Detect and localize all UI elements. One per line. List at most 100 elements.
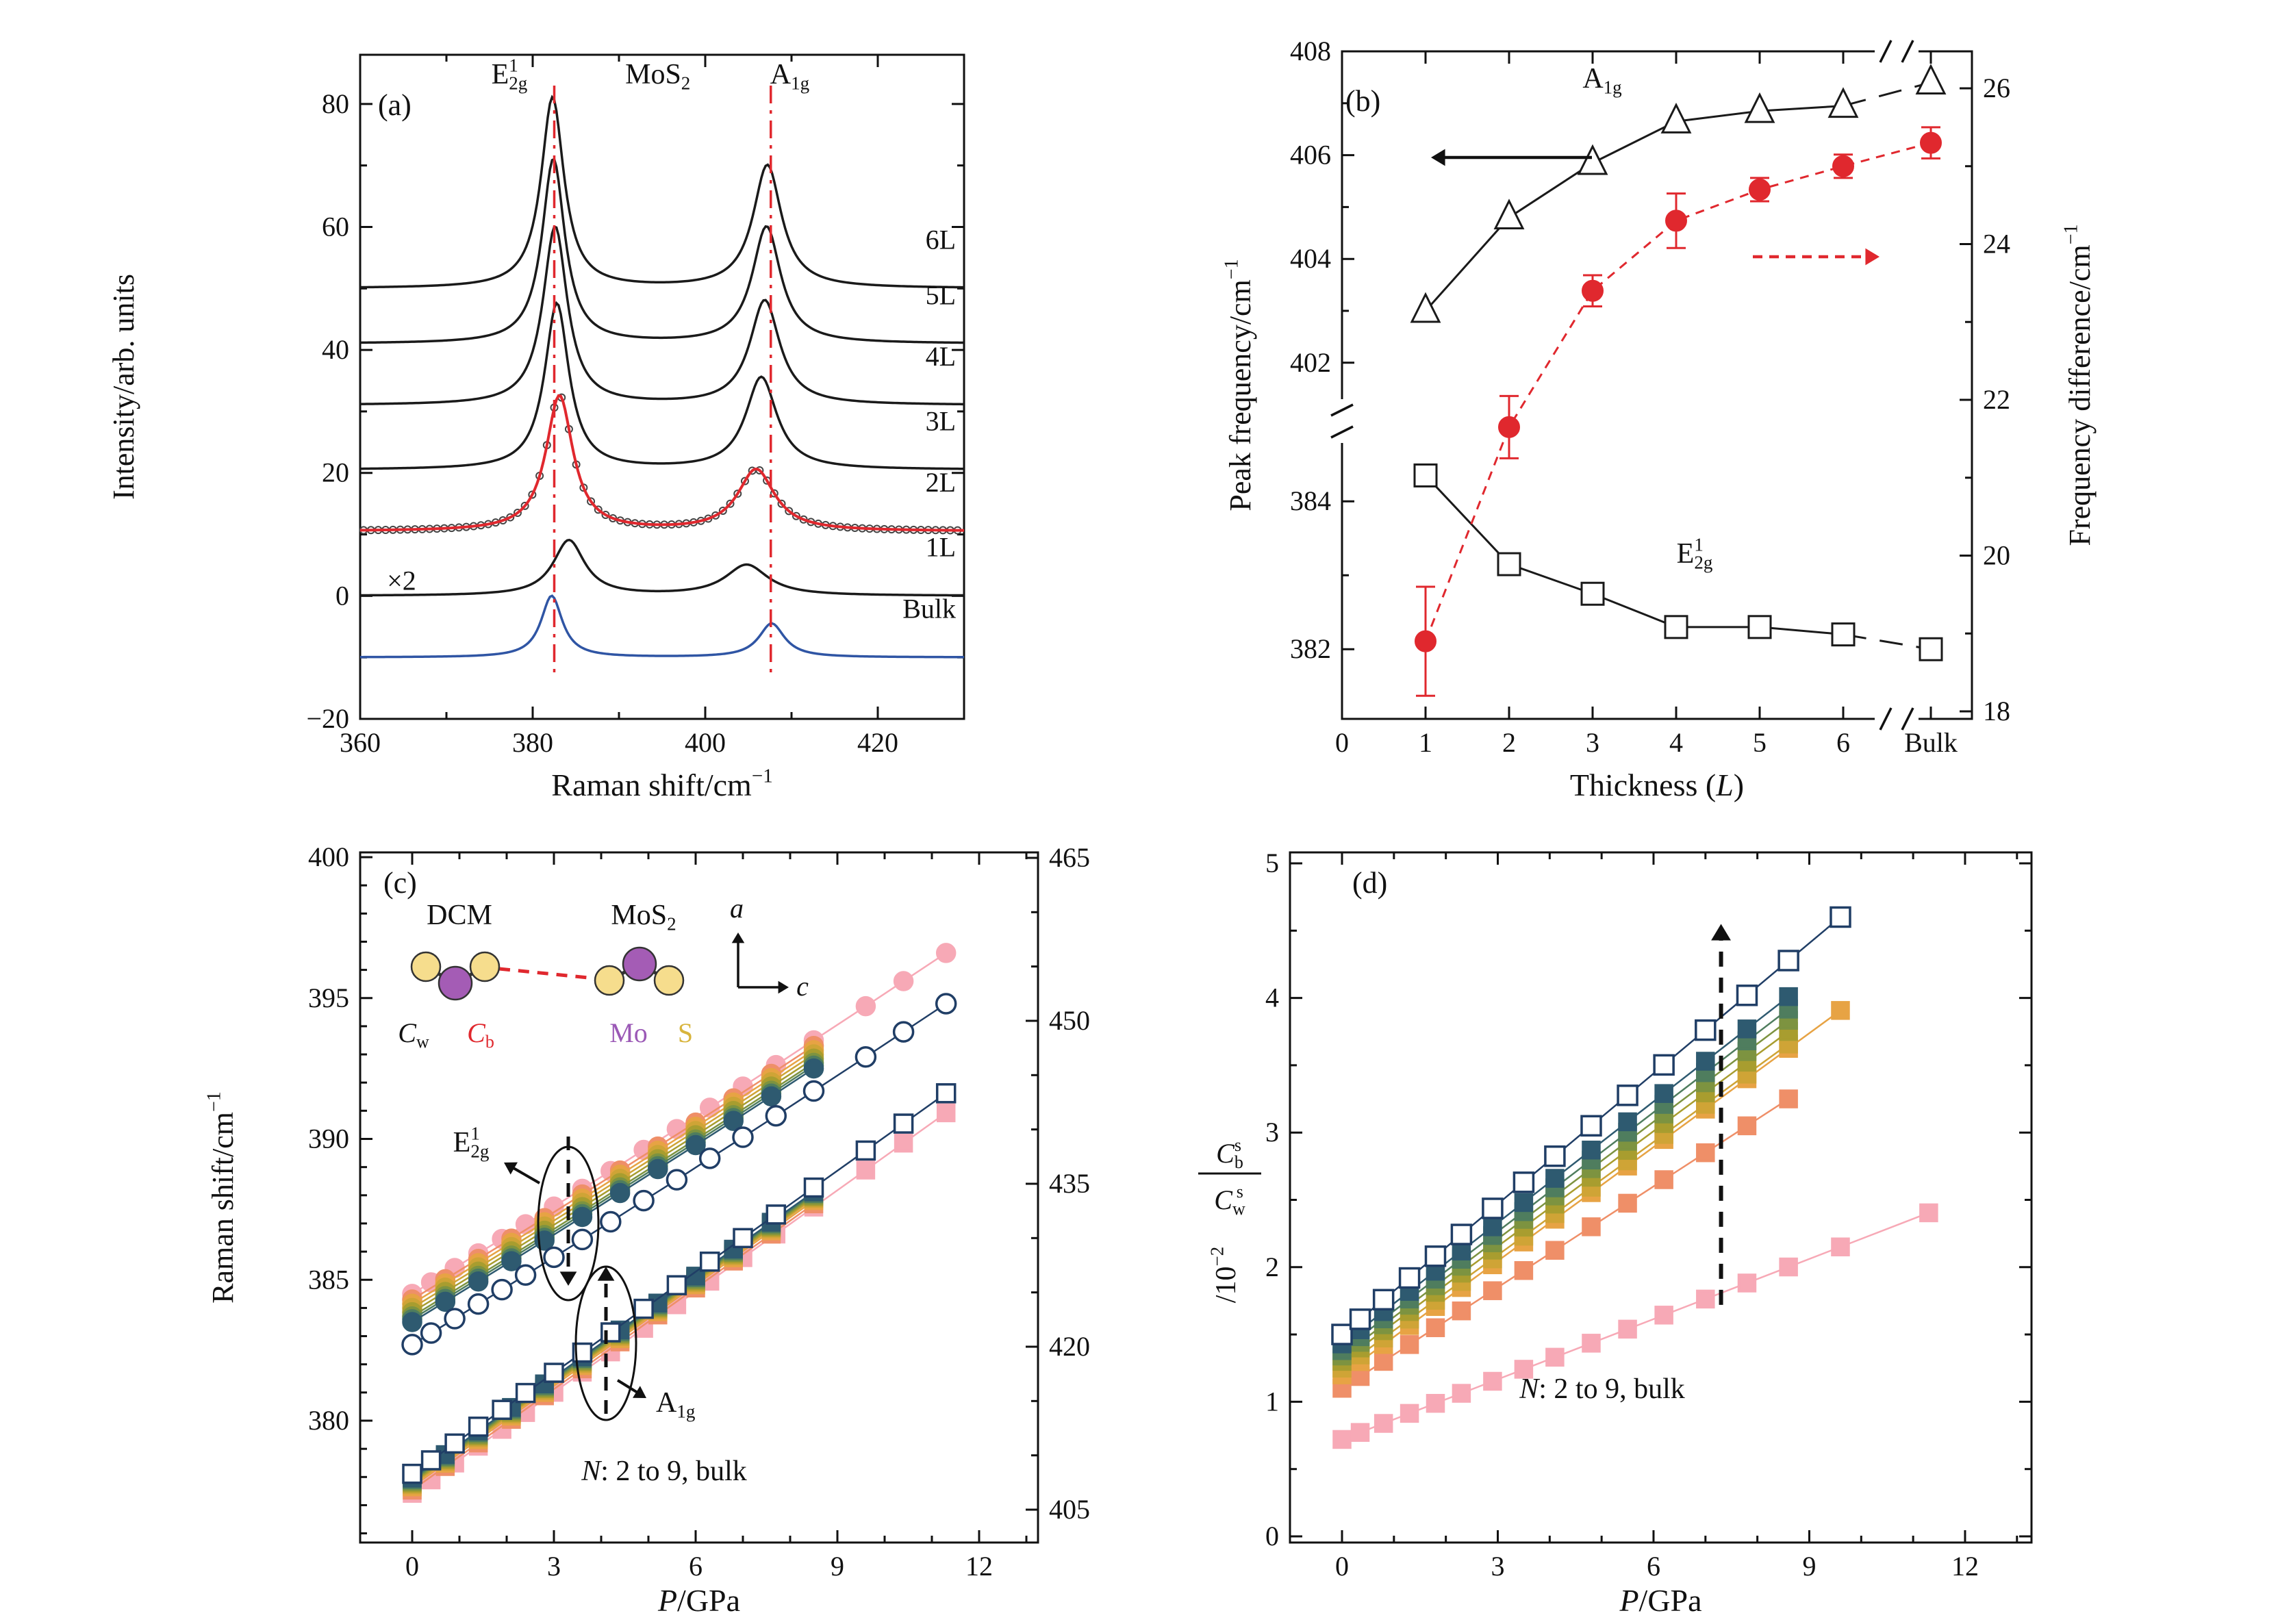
svg-text:Cws: Cws (1214, 1182, 1245, 1219)
svg-text:0: 0 (1335, 727, 1349, 758)
svg-text:360: 360 (340, 727, 381, 758)
svg-text:P/GPa: P/GPa (1619, 1583, 1701, 1618)
svg-text:3: 3 (1265, 1117, 1279, 1147)
svg-text:Cw: Cw (398, 1017, 429, 1052)
panel-c-label: (c) (383, 866, 417, 900)
svg-text:60: 60 (322, 211, 349, 242)
svg-text:385: 385 (308, 1264, 349, 1295)
svg-text:26: 26 (1983, 73, 2010, 103)
svg-text:20: 20 (1983, 540, 2010, 571)
svg-text:0: 0 (336, 580, 349, 611)
svg-text:Cb: Cb (467, 1017, 494, 1052)
svg-text:P/GPa: P/GPa (657, 1583, 740, 1618)
svg-text:1: 1 (1419, 727, 1432, 758)
svg-text:Frequency difference/cm−1: Frequency difference/cm−1 (2061, 225, 2097, 546)
panel-a-raman-spectra-chart: 360 380 400 420 −20 0 20 40 60 80 Bulk 1L 2L 3L 4L 5L 6L… (107, 53, 965, 802)
svg-text:5: 5 (1753, 727, 1767, 758)
svg-text:400: 400 (308, 841, 349, 872)
svg-text:DCM: DCM (427, 900, 492, 931)
panel-d-label: (d) (1352, 866, 1388, 900)
svg-text:Raman shift/cm−1: Raman shift/cm−1 (551, 765, 772, 802)
svg-text:3: 3 (547, 1551, 561, 1582)
svg-text:2L: 2L (926, 467, 956, 498)
panel-b-series (1410, 64, 1947, 697)
svg-text:1L: 1L (926, 532, 956, 563)
svg-text:0: 0 (1335, 1551, 1349, 1582)
svg-text:2: 2 (1502, 727, 1516, 758)
svg-text:4L: 4L (926, 341, 956, 372)
svg-text:c: c (796, 971, 809, 1002)
svg-text:A1g: A1g (656, 1387, 695, 1421)
svg-text:6L: 6L (926, 224, 956, 255)
svg-text:435: 435 (1049, 1168, 1090, 1199)
panel-a-label: (a) (378, 88, 412, 122)
svg-text:400: 400 (685, 727, 726, 758)
svg-text:A1g: A1g (770, 59, 809, 93)
svg-text:×2: ×2 (387, 565, 416, 596)
panel-c-series (401, 943, 957, 1503)
svg-text:3: 3 (1491, 1551, 1504, 1582)
svg-text:3L: 3L (926, 405, 956, 436)
svg-text:12: 12 (965, 1551, 993, 1582)
svg-text:384: 384 (1290, 485, 1331, 516)
panel-a-spectra (359, 94, 965, 659)
svg-text:4: 4 (1265, 982, 1279, 1013)
svg-text:9: 9 (1802, 1551, 1816, 1582)
svg-text:18: 18 (1983, 696, 2010, 726)
svg-text:MoS2: MoS2 (625, 59, 690, 93)
svg-text:9: 9 (831, 1551, 844, 1582)
svg-text:5: 5 (1265, 848, 1279, 878)
svg-text:380: 380 (308, 1405, 349, 1436)
svg-text:Peak frequency/cm−1: Peak frequency/cm−1 (1222, 259, 1257, 511)
svg-text:408: 408 (1290, 36, 1331, 66)
svg-text:22: 22 (1983, 384, 2010, 415)
panel-c-inset-molecules: DCM MoS2 Cw Cb Mo Sa c (398, 893, 809, 1052)
svg-text:24: 24 (1983, 229, 2010, 259)
svg-text:Intensity/arb. units: Intensity/arb. units (107, 274, 140, 500)
panel-c-pressure-raman-chart: 0 3 6 9 12 380 385 390 395 400 405 420 435 450 465 E1 2g… (204, 841, 1090, 1618)
panel-d-series (1331, 906, 1938, 1449)
svg-text:4: 4 (1669, 727, 1683, 758)
svg-text:406: 406 (1290, 140, 1331, 170)
svg-text:2: 2 (1265, 1252, 1279, 1282)
svg-text:404: 404 (1290, 243, 1331, 274)
svg-text:395: 395 (308, 982, 349, 1013)
svg-text:465: 465 (1049, 842, 1090, 873)
svg-text:MoS2: MoS2 (611, 900, 676, 934)
svg-text:420: 420 (1049, 1331, 1090, 1362)
svg-text:380: 380 (512, 727, 553, 758)
svg-text:a: a (730, 893, 744, 924)
svg-text:3: 3 (1586, 727, 1599, 758)
svg-text:40: 40 (322, 334, 349, 365)
svg-text:N: 2 to 9, bulk: N: 2 to 9, bulk (581, 1456, 747, 1487)
svg-text:Cbs: Cbs (1216, 1135, 1243, 1172)
svg-text:80: 80 (322, 88, 349, 119)
svg-text:0: 0 (405, 1551, 419, 1582)
svg-text:20: 20 (322, 457, 349, 488)
svg-text:12: 12 (1951, 1551, 1979, 1582)
svg-text:1: 1 (1265, 1386, 1279, 1417)
svg-text:5L: 5L (926, 279, 956, 310)
svg-text:6: 6 (1836, 727, 1850, 758)
svg-text:Thickness (L): Thickness (L) (1570, 767, 1744, 802)
svg-text:N: 2 to 9, bulk: N: 2 to 9, bulk (1519, 1373, 1685, 1405)
svg-text:6: 6 (1647, 1551, 1660, 1582)
svg-text:402: 402 (1290, 347, 1331, 378)
svg-text:382: 382 (1290, 633, 1331, 664)
svg-text:Mo: Mo (609, 1017, 648, 1048)
svg-text:0: 0 (1265, 1521, 1279, 1551)
svg-text:Bulk: Bulk (1904, 727, 1958, 758)
svg-text:450: 450 (1049, 1005, 1090, 1036)
svg-text:Bulk: Bulk (902, 593, 956, 624)
svg-text:−20: −20 (306, 703, 349, 734)
panel-b-peak-frequency-chart: 0 1 2 3 4 5 6 Bulk 402 404 406 408 382 384 18 20 22 24 26 A… (1222, 36, 2097, 802)
svg-text:/10−2: /10−2 (1206, 1247, 1242, 1303)
svg-text:6: 6 (689, 1551, 703, 1582)
svg-text:405: 405 (1049, 1494, 1090, 1525)
svg-text:390: 390 (308, 1124, 349, 1154)
